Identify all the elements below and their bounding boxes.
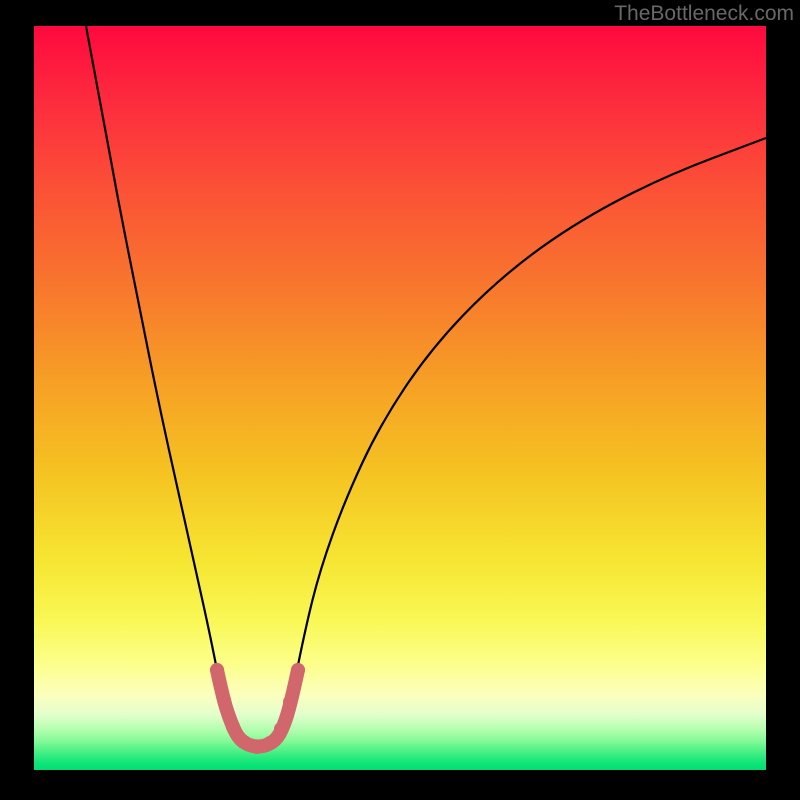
marker-dot — [237, 735, 251, 749]
watermark-text: TheBottleneck.com — [614, 2, 794, 26]
marker-dot — [291, 663, 305, 677]
plot-background — [34, 26, 766, 770]
marker-dot — [250, 740, 264, 754]
chart-container: TheBottleneck.com — [0, 0, 800, 800]
bottleneck-chart — [0, 0, 800, 800]
marker-dot — [226, 720, 240, 734]
marker-dot — [274, 722, 288, 736]
marker-dot — [217, 693, 231, 707]
marker-dot — [263, 736, 277, 750]
marker-dot — [283, 695, 297, 709]
marker-dot — [210, 663, 224, 677]
